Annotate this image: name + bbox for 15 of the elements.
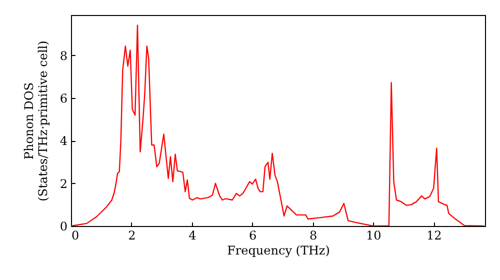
y-tick-label: 2 — [60, 176, 68, 191]
y-tick-label: 4 — [60, 134, 68, 148]
y-tick-label: 6 — [60, 92, 68, 106]
line-series — [71, 24, 485, 226]
x-axis-title: Frequency (THz) — [227, 244, 330, 258]
x-tick-label: 12 — [426, 228, 442, 242]
y-tick-label: 8 — [60, 48, 68, 63]
y-tick-label: 0 — [60, 220, 68, 234]
x-tick-label: 0 — [72, 228, 80, 242]
x-tick-label: 8 — [309, 228, 318, 242]
x-tick-label: 6 — [248, 228, 257, 242]
x-tick-label: 4 — [188, 228, 197, 242]
y-axis-title: Phonon DOS (States/THz·primitive cell) — [22, 40, 50, 202]
x-tick-label: 10 — [366, 228, 382, 242]
x-tick-label: 2 — [128, 228, 136, 242]
